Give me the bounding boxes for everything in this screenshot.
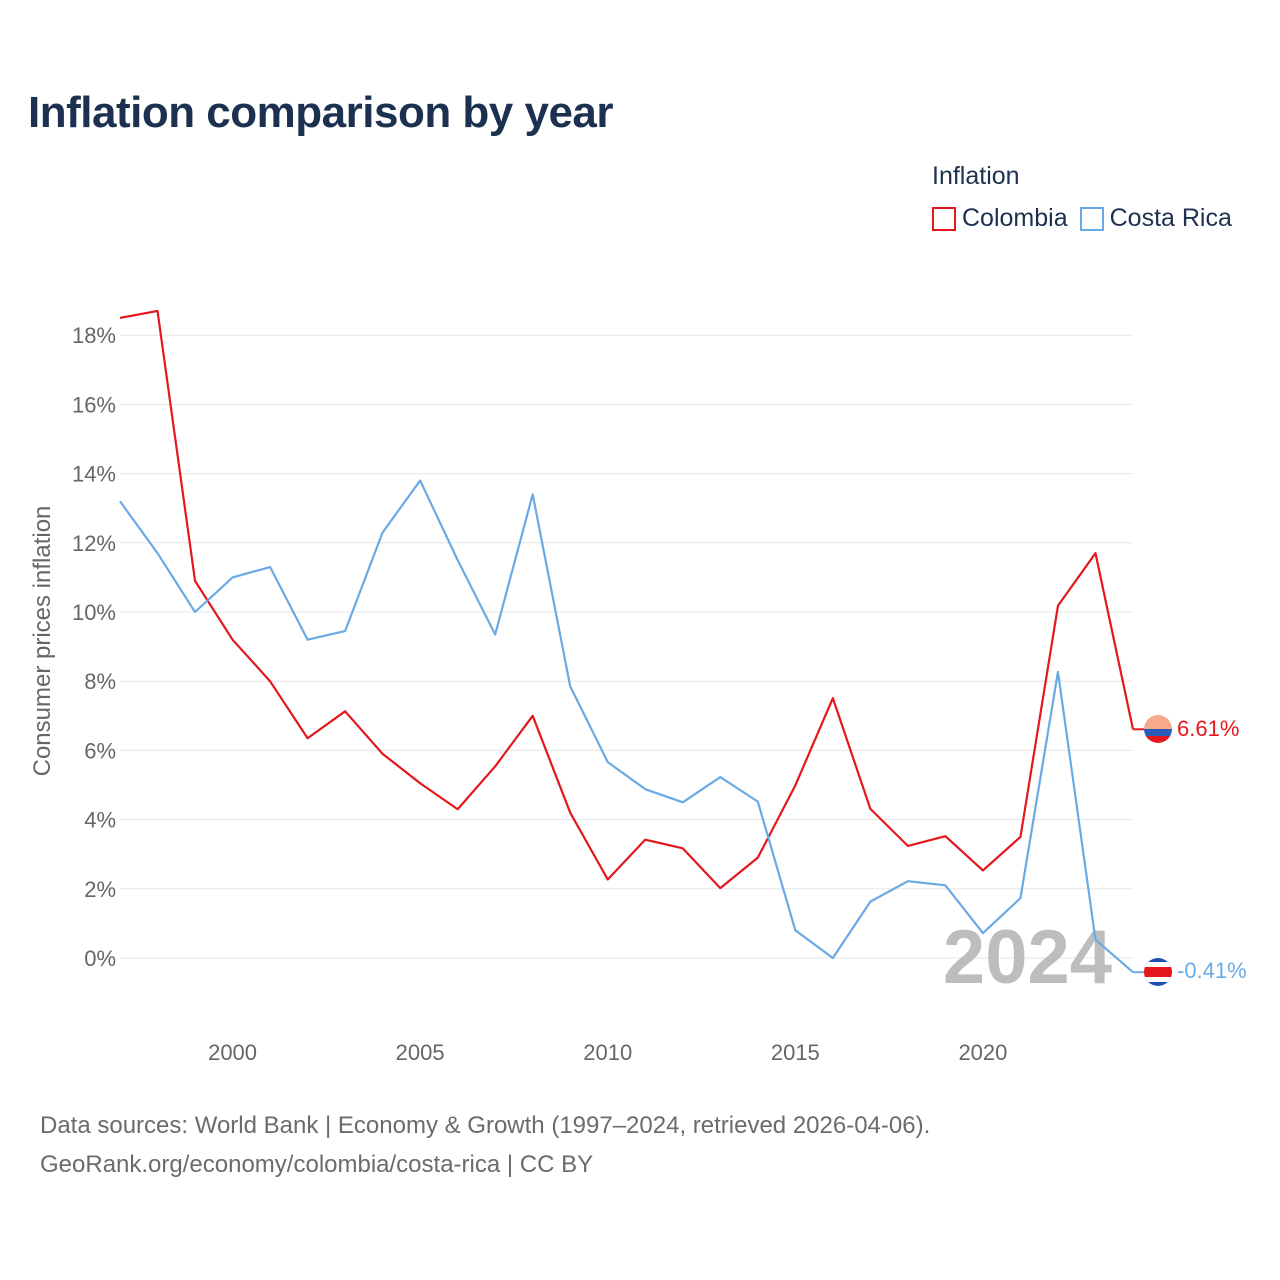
legend-item-colombia[interactable]: Colombia <box>932 204 1068 233</box>
y-axis: 0% 2% 4% 6% 8% 10% 12% 14% 16% 18% <box>72 323 116 971</box>
current-year-watermark: 2024 <box>943 915 1112 1000</box>
flag-costa-rica-icon <box>1144 958 1172 986</box>
y-tick-label: 12% <box>72 531 116 556</box>
legend-item-costa-rica[interactable]: Costa Rica <box>1079 204 1232 233</box>
x-tick-label: 2000 <box>208 1040 257 1065</box>
x-axis: 2000 2005 2010 2015 2020 <box>208 1040 1007 1065</box>
y-tick-label: 14% <box>72 462 116 487</box>
y-tick-label: 2% <box>84 877 116 902</box>
y-tick-label: 4% <box>84 808 116 833</box>
end-label-costa-rica: -0.41% <box>1177 958 1247 983</box>
y-axis-label: Consumer prices inflation <box>29 506 56 777</box>
chart-title: Inflation comparison by year <box>28 88 614 137</box>
y-tick-label: 8% <box>84 669 116 694</box>
series-lines <box>119 309 1145 974</box>
x-tick-label: 2010 <box>583 1040 632 1065</box>
series-line-colombia[interactable] <box>119 309 1135 890</box>
x-tick-label: 2015 <box>771 1040 820 1065</box>
grid-lines <box>120 334 1133 959</box>
x-tick-label: 2005 <box>396 1040 445 1065</box>
series-line-costa-rica[interactable] <box>119 479 1134 974</box>
legend: Colombia Costa Rica <box>932 204 1244 233</box>
x-tick-label: 2020 <box>958 1040 1007 1065</box>
legend-label-costa-rica: Costa Rica <box>1109 204 1232 232</box>
y-tick-label: 0% <box>84 946 116 971</box>
y-tick-label: 16% <box>72 392 116 417</box>
legend-title: Inflation <box>932 162 1020 190</box>
legend-label-colombia: Colombia <box>962 204 1068 232</box>
y-tick-label: 18% <box>72 323 116 348</box>
end-label-colombia: 6.61% <box>1177 716 1239 741</box>
footer-line-sources: Data sources: World Bank | Economy & Gro… <box>40 1112 931 1139</box>
footer-sources: Data sources: World Bank | Economy & Gro… <box>40 1106 930 1184</box>
footer-line-url[interactable]: GeoRank.org/economy/colombia/costa-rica … <box>40 1151 594 1178</box>
legend-swatch-costa-rica <box>1079 206 1104 231</box>
legend-swatch-colombia <box>932 206 956 231</box>
y-tick-label: 6% <box>84 738 116 763</box>
y-tick-label: 10% <box>72 600 116 625</box>
flag-colombia-icon <box>1144 715 1172 743</box>
